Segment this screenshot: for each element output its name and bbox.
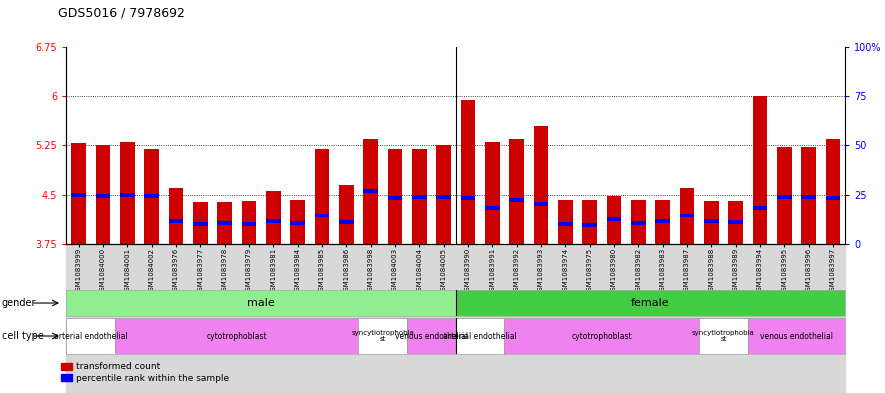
Bar <box>777 195 792 199</box>
Bar <box>460 99 475 244</box>
Bar <box>777 147 792 244</box>
Bar <box>655 200 670 244</box>
Text: venous endothelial: venous endothelial <box>395 332 468 340</box>
Bar <box>66 318 115 354</box>
Bar <box>699 318 748 354</box>
Bar <box>96 194 111 198</box>
Bar <box>168 188 183 244</box>
Bar <box>96 145 111 244</box>
Text: arterial endothelial: arterial endothelial <box>54 332 127 340</box>
Text: female: female <box>631 298 670 308</box>
Bar <box>388 196 402 200</box>
Bar <box>119 193 135 196</box>
Bar <box>363 139 378 244</box>
Bar <box>144 149 159 244</box>
Bar <box>460 196 475 200</box>
Bar <box>290 221 304 225</box>
Bar <box>339 185 353 244</box>
Bar <box>412 149 427 244</box>
Bar <box>242 201 257 244</box>
Bar <box>504 318 699 354</box>
Bar <box>242 222 257 226</box>
Bar <box>748 318 845 354</box>
Bar <box>607 196 621 244</box>
Text: male: male <box>247 298 275 308</box>
Bar <box>485 206 499 209</box>
Bar <box>72 143 86 244</box>
Bar <box>119 142 135 244</box>
Bar <box>115 318 358 354</box>
Bar <box>752 96 767 244</box>
Text: GDS5016 / 7978692: GDS5016 / 7978692 <box>58 7 184 20</box>
Text: venous endothelial: venous endothelial <box>760 332 833 340</box>
Text: syncytiotrophobla
st: syncytiotrophobla st <box>692 330 755 342</box>
Bar <box>485 142 499 244</box>
Bar <box>290 200 304 244</box>
Bar <box>266 191 281 244</box>
Bar <box>607 217 621 221</box>
Bar <box>631 200 646 244</box>
Bar <box>534 126 549 244</box>
Bar <box>168 219 183 223</box>
Text: gender: gender <box>2 298 36 308</box>
Bar <box>680 188 695 244</box>
Bar <box>802 147 816 244</box>
Bar <box>704 219 719 223</box>
Bar <box>582 223 596 227</box>
Bar <box>680 213 695 217</box>
Bar <box>558 222 573 226</box>
Text: cytotrophoblast: cytotrophoblast <box>206 332 267 340</box>
Bar <box>144 194 159 198</box>
Text: syncytiotrophobla
st: syncytiotrophobla st <box>351 330 414 342</box>
Legend: transformed count, percentile rank within the sample: transformed count, percentile rank withi… <box>58 358 233 387</box>
Bar <box>728 220 743 224</box>
Bar <box>358 318 407 354</box>
Bar <box>266 219 281 223</box>
Bar <box>315 149 329 244</box>
Bar <box>436 145 450 244</box>
Text: cell type: cell type <box>2 331 43 341</box>
Bar <box>388 149 402 244</box>
Bar <box>752 206 767 209</box>
Bar <box>72 193 86 196</box>
Bar <box>315 213 329 217</box>
Bar <box>66 244 845 393</box>
Bar <box>655 219 670 223</box>
Bar <box>582 200 596 244</box>
Bar <box>193 202 207 244</box>
Text: cytotrophoblast: cytotrophoblast <box>572 332 632 340</box>
Bar <box>218 202 232 244</box>
Bar <box>436 195 450 199</box>
Bar <box>407 318 456 354</box>
Bar <box>826 139 841 244</box>
Bar <box>558 200 573 244</box>
Bar <box>193 222 207 226</box>
Bar <box>456 318 504 354</box>
Bar <box>339 220 353 224</box>
Bar <box>631 221 646 225</box>
Bar <box>802 195 816 199</box>
Bar <box>509 198 524 202</box>
Bar <box>412 195 427 199</box>
Bar <box>66 290 456 316</box>
Bar <box>826 196 841 200</box>
Bar <box>728 201 743 244</box>
Bar <box>704 201 719 244</box>
Bar <box>456 290 858 316</box>
Bar <box>534 202 549 206</box>
Bar <box>363 189 378 193</box>
Bar <box>509 139 524 244</box>
Text: arterial endothelial: arterial endothelial <box>443 332 517 340</box>
Bar <box>218 221 232 225</box>
